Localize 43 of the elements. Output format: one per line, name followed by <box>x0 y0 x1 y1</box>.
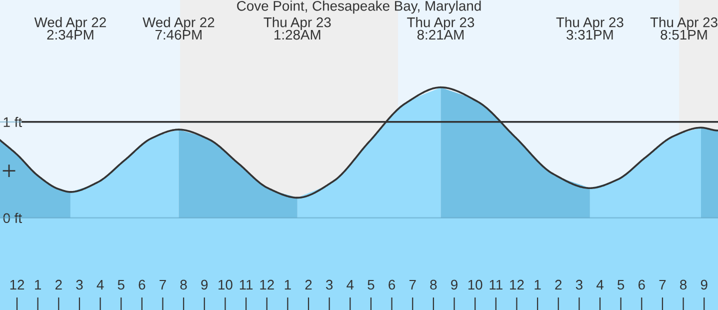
x-tick-label: 12 <box>10 280 24 290</box>
x-tick-label: 8 <box>180 280 187 290</box>
x-tick-label: 4 <box>346 280 354 290</box>
x-tick-label: 2 <box>305 280 312 290</box>
x-tick-label: 12 <box>260 280 274 290</box>
x-tick-label: 3 <box>326 280 333 290</box>
annotation: Thu Apr 23 1:28AM <box>264 17 331 40</box>
x-tick-label: 10 <box>468 280 482 290</box>
x-tick-label: 7 <box>659 280 666 290</box>
x-tick-label: 9 <box>700 280 708 290</box>
x-tick-label: 8 <box>680 280 687 290</box>
x-tick-label: 10 <box>218 280 232 290</box>
annotation: Thu Apr 23 8:21AM <box>407 17 474 40</box>
y-tick-label: 0 ft <box>3 212 22 224</box>
x-tick-label: 7 <box>409 280 416 290</box>
x-tick-label: 11 <box>490 280 502 290</box>
annotation: Wed Apr 22 7:46PM <box>142 17 214 40</box>
annotation: Thu Apr 23 3:31PM <box>556 17 624 40</box>
x-tick-label: 4 <box>96 280 104 290</box>
x-tick-label: 2 <box>55 280 62 290</box>
x-tick-label: 3 <box>576 280 582 290</box>
x-tick-label: 4 <box>596 280 604 290</box>
x-tick-label: 2 <box>555 280 562 290</box>
x-tick-label: 8 <box>430 280 437 290</box>
annotation: Wed Apr 22 2:34PM <box>34 17 106 40</box>
x-tick-label: 12 <box>510 280 524 290</box>
x-tick-label: 11 <box>240 280 253 290</box>
x-tick-label: 1 <box>284 280 291 290</box>
chart-title: Cove Point, Chesapeake Bay, Maryland <box>237 0 481 14</box>
x-tick-label: 5 <box>118 280 124 290</box>
x-tick-label: 6 <box>138 280 146 290</box>
x-tick-label: 9 <box>201 280 208 290</box>
x-tick-label: 5 <box>368 280 374 290</box>
x-tick-label: 1 <box>534 280 541 290</box>
x-tick-label: 9 <box>451 280 458 290</box>
x-tick-label: 3 <box>76 280 83 290</box>
x-tick-label: 6 <box>388 280 396 290</box>
y-tick-label: 1 ft <box>4 116 22 128</box>
x-tick-label: 7 <box>160 280 166 290</box>
annotation: Thu Apr 23 8:51PM <box>650 17 718 40</box>
x-tick-label: 5 <box>618 280 624 290</box>
x-tick-label: 6 <box>638 280 645 290</box>
x-tick-label: 1 <box>35 280 42 290</box>
